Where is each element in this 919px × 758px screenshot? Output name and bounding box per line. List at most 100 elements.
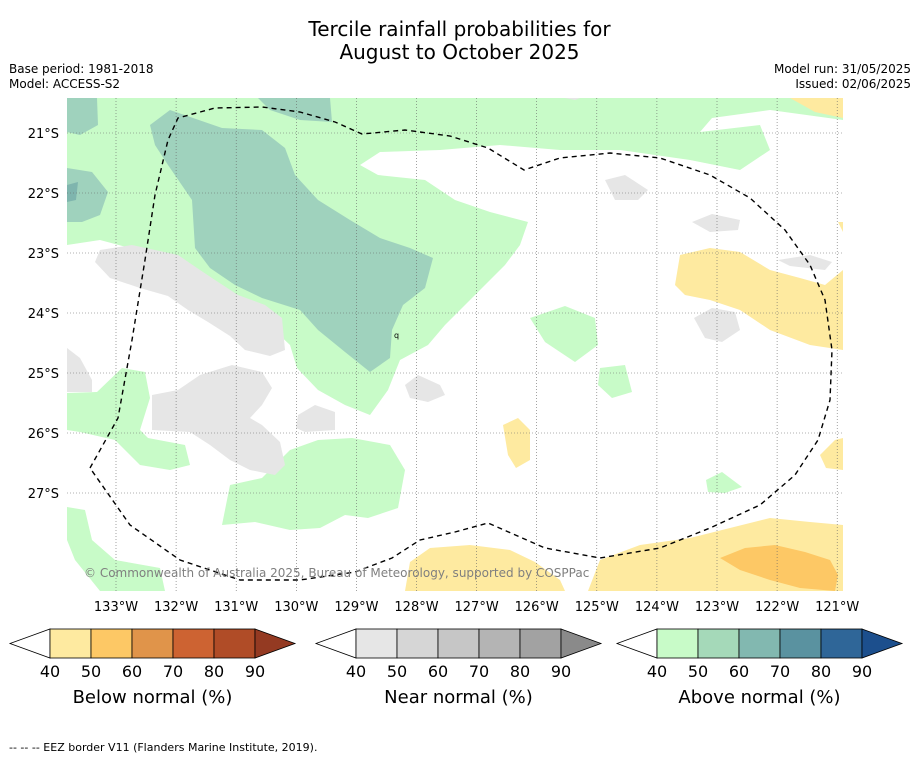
colorbar-segment [437, 628, 480, 659]
colorbar-segment [213, 628, 256, 659]
colorbar-below: 40 50 60 70 80 90 Below normal (%) [8, 628, 297, 708]
colorbar-tick-label: 90 [245, 662, 265, 681]
colorbar-segment [478, 628, 521, 659]
lon-tick-label: 121°W [815, 600, 859, 615]
map-title: Tercile rainfall probabilities for Augus… [0, 18, 919, 64]
colorbar-tick-label: 60 [122, 662, 142, 681]
title-line-1: Tercile rainfall probabilities for [308, 17, 611, 41]
lat-tick-label: 22°S [28, 187, 59, 202]
lon-tick-label: 125°W [575, 600, 619, 615]
lat-tick-label: 24°S [28, 307, 59, 322]
base-period: Base period: 1981-2018 [9, 62, 154, 76]
colorbar-segment [49, 628, 92, 659]
lon-tick-label: 129°W [334, 600, 378, 615]
near-normal-40-region [95, 245, 285, 356]
colorbar-extend-max [560, 628, 603, 659]
below-normal-40-region [838, 222, 843, 232]
map-area: q © Commonwealth of Australia 2025, Bure… [67, 98, 843, 591]
below-normal-40-region [405, 545, 565, 591]
lon-tick-label: 133°W [94, 600, 138, 615]
near-normal-40-region [296, 405, 335, 432]
colorbar-near: 40 50 60 70 80 90 Near normal (%) [314, 628, 603, 708]
lon-tick-label: 124°W [635, 600, 679, 615]
colorbar-above: 40 50 60 70 80 90 Above normal (%) [615, 628, 904, 708]
lon-tick-label: 131°W [214, 600, 258, 615]
meta-right: Model run: 31/05/2025 Issued: 02/06/2025 [774, 62, 911, 92]
colorbar-tick-label: 60 [428, 662, 448, 681]
above-normal-50-region [258, 98, 332, 122]
colorbar-segment [396, 628, 439, 659]
longitude-labels: 133°W 132°W 131°W 130°W 129°W 128°W 127°W 126°W… [94, 600, 860, 615]
colorbar-label: Below normal (%) [73, 687, 233, 708]
colorbar-segment [90, 628, 133, 659]
colorbar-segment [697, 628, 740, 659]
colorbar-extend-max [861, 628, 904, 659]
colorbar-tick-label: 70 [163, 662, 183, 681]
gridlines [67, 98, 843, 591]
above-normal-40-region [598, 365, 632, 398]
lat-tick-label: 23°S [28, 247, 59, 262]
near-normal-40-region [778, 255, 832, 270]
above-normal-40-region [222, 438, 405, 530]
colorbar-tick-label: 80 [811, 662, 831, 681]
near-normal-40-region [67, 348, 92, 392]
above-normal-60-region [67, 182, 78, 202]
colorbar-extend-min [8, 628, 51, 659]
near-normal-40-region [565, 98, 580, 100]
latitude-labels: 21°S 22°S 23°S 24°S 25°S 26°S 27°S [28, 127, 59, 502]
lat-tick-label: 21°S [28, 127, 59, 142]
above-normal-40-region [67, 368, 190, 470]
colorbar-tick-label: 50 [688, 662, 708, 681]
issued-date: Issued: 02/06/2025 [795, 77, 911, 91]
colorbar-segment [738, 628, 781, 659]
near-normal-40-region [605, 175, 648, 200]
near-normal-40-region [152, 365, 285, 475]
near-normal-40-region [692, 214, 740, 232]
eez-legend-footer: -- -- -- EEZ border V11 (Flanders Marine… [9, 741, 317, 754]
colorbar-segment [820, 628, 863, 659]
above-normal-40-region [530, 306, 598, 362]
colorbar-segment [131, 628, 174, 659]
lon-tick-label: 126°W [515, 600, 559, 615]
attribution-text: © Commonwealth of Australia 2025, Bureau… [84, 566, 589, 580]
colorbar-segment [779, 628, 822, 659]
above-normal-40-region [706, 472, 742, 493]
above-normal-50-region [150, 110, 433, 372]
lon-tick-label: 127°W [455, 600, 499, 615]
colorbar-tick-label: 70 [469, 662, 489, 681]
colorbar-extend-min [615, 628, 658, 659]
near-normal-40-region [405, 375, 445, 402]
colorbar-tick-label: 40 [40, 662, 60, 681]
lat-tick-label: 25°S [28, 367, 59, 382]
below-normal-40-region [790, 98, 843, 118]
lat-tick-label: 27°S [28, 487, 59, 502]
lon-tick-label: 122°W [755, 600, 799, 615]
title-line-2: August to October 2025 [339, 40, 580, 64]
above-normal-40-region [67, 507, 165, 591]
below-normal-50-region [720, 545, 838, 591]
lon-tick-label: 130°W [274, 600, 318, 615]
colorbar-label: Near normal (%) [384, 687, 533, 708]
colorbar-tick-label: 50 [81, 662, 101, 681]
above-normal-50-region [67, 168, 108, 222]
eez-border [89, 106, 833, 581]
meta-left: Base period: 1981-2018 Model: ACCESS-S2 [9, 62, 154, 92]
model-run: Model run: 31/05/2025 [773, 62, 911, 76]
lat-tick-label: 26°S [28, 427, 59, 442]
colorbar-tick-label: 50 [387, 662, 407, 681]
below-normal-40-region [675, 248, 843, 350]
colorbar-tick-label: 80 [510, 662, 530, 681]
below-normal-40-region [503, 418, 530, 468]
colorbar-segment [355, 628, 398, 659]
lon-tick-label: 128°W [394, 600, 438, 615]
colorbar-extend-min [314, 628, 357, 659]
colorbar-tick-label: 90 [852, 662, 872, 681]
near-normal-40-region [694, 308, 740, 342]
lon-tick-label: 132°W [154, 600, 198, 615]
colorbar-segment [172, 628, 215, 659]
colorbars: 40 50 60 70 80 90 Below normal (%) 40 50 60 70 80 90… [8, 628, 904, 708]
colorbar-tick-label: 90 [551, 662, 571, 681]
colorbar-tick-label: 80 [204, 662, 224, 681]
colorbar-tick-label: 40 [647, 662, 667, 681]
